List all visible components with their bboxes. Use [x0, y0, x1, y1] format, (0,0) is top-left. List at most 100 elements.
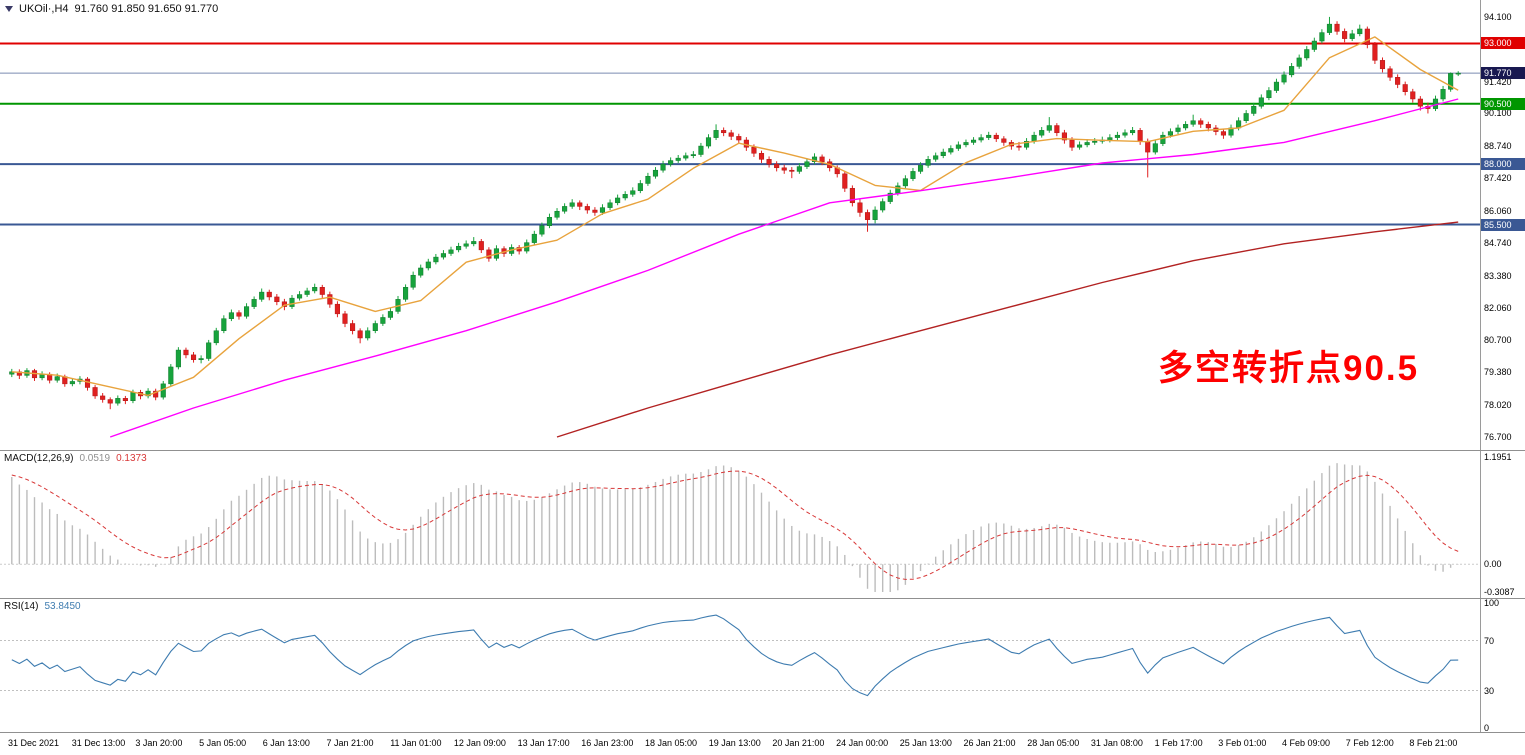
candle	[387, 311, 393, 318]
candle	[675, 157, 681, 161]
candle	[1379, 60, 1386, 70]
level-price-badge: 88.000	[1481, 158, 1525, 171]
candle	[190, 354, 197, 360]
macd-chart-area: MACD(12,26,9) 0.0519 0.1373	[0, 451, 1480, 598]
candle	[993, 134, 999, 140]
candle	[948, 148, 954, 153]
candle	[440, 253, 446, 258]
macd-tick-label: -0.3087	[1484, 587, 1515, 597]
candle	[1220, 131, 1227, 136]
candle	[327, 294, 333, 305]
candle	[1046, 125, 1052, 131]
candle	[1372, 44, 1378, 61]
candle	[963, 142, 969, 146]
candle	[539, 225, 545, 235]
candle	[781, 167, 787, 171]
rsi-axis[interactable]: 100 70 30 0	[1480, 598, 1525, 733]
price-tick-label: 84.740	[1484, 237, 1512, 248]
candle	[796, 166, 802, 172]
candle	[213, 330, 219, 344]
candle	[895, 185, 901, 194]
candle	[933, 155, 939, 160]
rsi-tick-label: 100	[1484, 598, 1500, 608]
rsi-tick-label: 30	[1484, 685, 1495, 696]
candle	[1152, 143, 1158, 153]
candle	[319, 287, 325, 295]
macd-panel: MACD(12,26,9) 0.0519 0.1373 1.1951 0.00 -0…	[0, 450, 1525, 598]
candle	[1122, 132, 1128, 136]
candle	[274, 296, 280, 303]
time-axis-label: 1 Feb 17:00	[1154, 738, 1203, 748]
time-axis-label: 7 Feb 12:00	[1345, 738, 1394, 748]
candle	[1281, 74, 1287, 83]
price-tick-label: 79.380	[1484, 367, 1512, 378]
candle	[471, 241, 477, 245]
candle	[1266, 90, 1272, 99]
candle	[1205, 124, 1211, 129]
candle	[1054, 125, 1060, 134]
level-price-badge: 90.500	[1481, 97, 1525, 110]
candle	[622, 194, 628, 199]
candle	[1069, 139, 1075, 148]
chart-symbol-info: UKOil·,H4 91.760 91.850 91.650 91.770	[5, 3, 218, 15]
macd-tick-label: 0.00	[1484, 559, 1502, 570]
macd-canvas[interactable]	[0, 451, 1480, 598]
candle	[122, 398, 128, 402]
candle	[645, 175, 651, 184]
candle	[1114, 134, 1120, 138]
candle	[925, 159, 931, 166]
candle	[168, 366, 174, 385]
candle	[1448, 73, 1454, 90]
candle	[637, 183, 643, 191]
price-tick-label: 86.060	[1484, 205, 1512, 216]
price-tick-label: 82.060	[1484, 302, 1512, 313]
candle	[107, 399, 113, 404]
time-axis-label: 6 Jan 13:00	[262, 738, 310, 748]
candle	[721, 130, 727, 134]
time-axis-label: 16 Jan 23:00	[581, 738, 634, 748]
time-axis[interactable]: 31 Dec 2021 31 Dec 13:00 3 Jan 20:00 5 Jan …	[0, 732, 1525, 755]
rsi-header: RSI(14) 53.8450	[4, 601, 81, 612]
candle	[92, 387, 98, 397]
candle	[403, 287, 409, 300]
candle	[410, 274, 416, 288]
candle	[978, 137, 984, 141]
candle	[986, 134, 992, 138]
candle	[1084, 142, 1090, 146]
candle	[1183, 124, 1189, 129]
candle	[456, 245, 462, 251]
time-axis-label: 3 Jan 20:00	[135, 738, 183, 748]
candle	[789, 169, 795, 172]
candle	[1258, 97, 1264, 107]
time-axis-label: 4 Feb 09:00	[1282, 738, 1331, 748]
candle	[758, 153, 765, 160]
candle	[84, 378, 91, 388]
candle	[864, 212, 871, 220]
main-chart-canvas[interactable]	[0, 0, 1480, 450]
time-axis-label: 13 Jan 17:00	[517, 738, 570, 748]
rsi-label: RSI(14)	[4, 601, 39, 612]
macd-axis[interactable]: 1.1951 0.00 -0.3087	[1480, 451, 1525, 598]
level-price-badge: 85.500	[1481, 218, 1525, 231]
candle	[705, 137, 712, 147]
candle	[153, 390, 159, 398]
candle	[1092, 140, 1098, 143]
candle	[1175, 127, 1181, 132]
time-axis-label: 31 Jan 08:00	[1090, 738, 1143, 748]
price-tick-label: 80.700	[1484, 335, 1512, 346]
candle	[751, 147, 757, 154]
rsi-canvas[interactable]	[0, 599, 1480, 732]
candle	[380, 317, 386, 324]
candle	[54, 376, 60, 381]
ma-slow-darkred	[556, 221, 1459, 438]
chart-annotation: 多空转折点90.5	[1158, 349, 1420, 388]
macd-tick-label: 1.1951	[1484, 452, 1512, 462]
candle	[660, 163, 666, 171]
candle	[1031, 134, 1037, 142]
candle	[350, 323, 356, 331]
price-axis[interactable]: 94.100 91.420 90.100 88.740 87.420 86.060 84.7…	[1480, 0, 1525, 450]
candle	[1402, 84, 1408, 92]
macd-header: MACD(12,26,9) 0.0519 0.1373	[4, 453, 147, 464]
price-tick-label: 76.700	[1484, 431, 1512, 442]
time-axis-label: 20 Jan 21:00	[772, 738, 825, 748]
